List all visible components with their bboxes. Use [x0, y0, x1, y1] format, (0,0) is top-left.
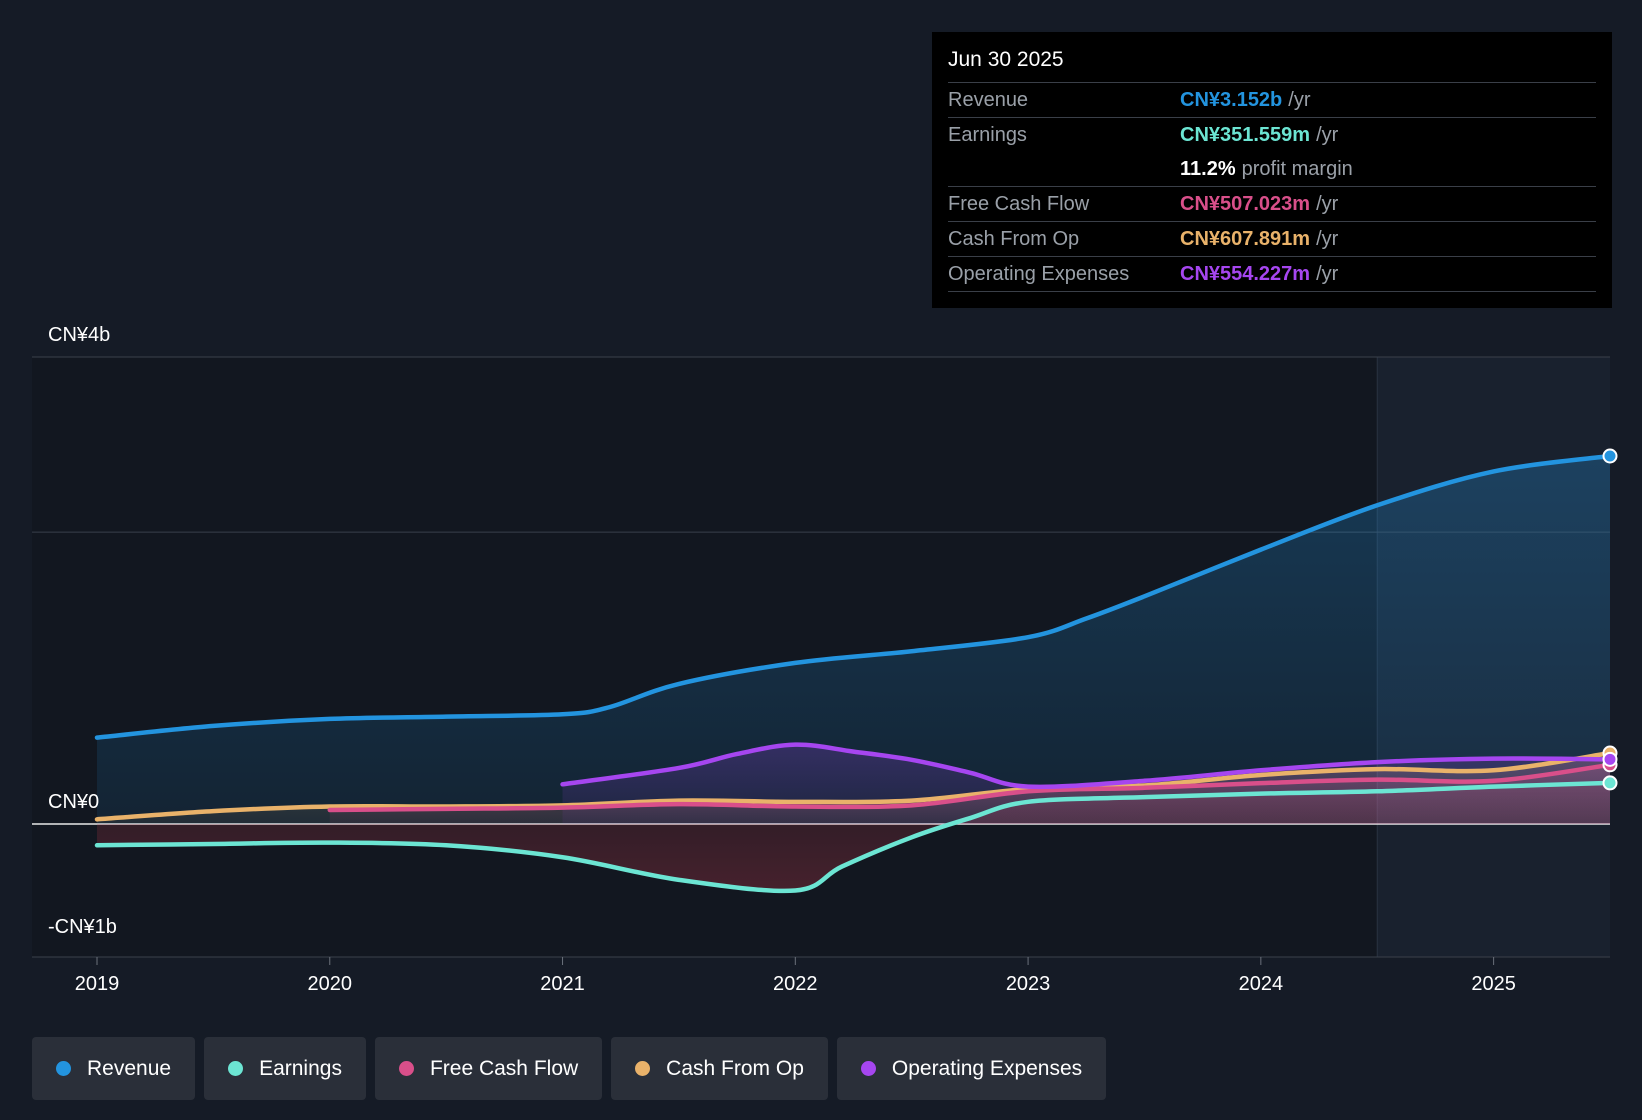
tooltip-row-cfo: Cash From Op CN¥607.891m /yr	[948, 222, 1596, 257]
tooltip-value: CN¥607.891m	[1180, 227, 1311, 250]
legend-operating-expenses[interactable]: Operating Expenses	[836, 1037, 1107, 1100]
tooltip-unit: /yr	[1316, 192, 1339, 215]
legend-dot-icon	[398, 1061, 414, 1076]
tooltip-unit: /yr	[1316, 123, 1339, 146]
series-line-earnings	[94, 780, 1613, 894]
end-point-operating-expenses	[1602, 751, 1618, 767]
legend: Revenue Earnings Free Cash Flow Cash Fro…	[32, 1037, 1107, 1100]
tooltip-label: Earnings	[948, 123, 1027, 146]
tooltip-row-margin: 11.2% profit margin	[948, 152, 1596, 187]
tooltip-unit: /yr	[1316, 262, 1339, 285]
tooltip-row-earnings: Earnings CN¥351.559m /yr	[948, 118, 1596, 152]
tooltip-value: CN¥3.152b	[1180, 88, 1283, 111]
series-line-operating-expenses	[560, 742, 1613, 790]
series-line-revenue	[94, 453, 1613, 740]
x-tick-label: 2024	[1239, 973, 1284, 995]
legend-revenue[interactable]: Revenue	[32, 1037, 196, 1100]
tooltip-unit: profit margin	[1241, 157, 1353, 180]
legend-dot-icon	[228, 1061, 244, 1076]
y-axis-label: CN¥4b	[48, 324, 110, 346]
tooltip-value: CN¥351.559m	[1180, 123, 1311, 146]
tooltip-label: Operating Expenses	[948, 262, 1130, 285]
tooltip-row-revenue: Revenue CN¥3.152b /yr	[948, 83, 1596, 118]
legend-label: Earnings	[259, 1056, 342, 1080]
x-tick-label: 2021	[540, 973, 585, 995]
y-axis-label: -CN¥1b	[48, 916, 117, 938]
legend-cash-from-op[interactable]: Cash From Op	[611, 1037, 828, 1100]
tooltip-value: CN¥507.023m	[1180, 192, 1311, 215]
legend-dot-icon	[56, 1061, 71, 1076]
tooltip-value: CN¥554.227m	[1180, 262, 1311, 285]
x-tick-label: 2019	[75, 973, 120, 995]
tooltip-row-opex: Operating Expenses CN¥554.227m /yr	[948, 257, 1596, 292]
tooltip: Jun 30 2025 Revenue CN¥3.152b /yr Earnin…	[932, 32, 1612, 308]
legend-label: Free Cash Flow	[429, 1056, 579, 1080]
tooltip-value: 11.2%	[1180, 157, 1236, 180]
series-line-free-cash-flow	[327, 762, 1613, 813]
legend-dot-icon	[635, 1061, 651, 1076]
x-tick-label: 2025	[1471, 973, 1516, 995]
series-line-cash-from-op	[94, 750, 1613, 822]
x-tick-label: 2023	[1006, 973, 1051, 995]
tooltip-unit: /yr	[1288, 88, 1311, 111]
tooltip-label: Cash From Op	[948, 227, 1080, 250]
tooltip-label: Revenue	[948, 88, 1029, 111]
legend-label: Revenue	[87, 1056, 172, 1080]
legend-label: Operating Expenses	[891, 1056, 1083, 1080]
legend-free-cash-flow[interactable]: Free Cash Flow	[374, 1037, 603, 1100]
x-tick-label: 2022	[773, 973, 818, 995]
legend-earnings[interactable]: Earnings	[204, 1037, 366, 1100]
legend-dot-icon	[860, 1061, 876, 1076]
legend-label: Cash From Op	[666, 1056, 804, 1080]
y-axis-label: CN¥0	[48, 791, 99, 813]
tooltip-row-fcf: Free Cash Flow CN¥507.023m /yr	[948, 187, 1596, 222]
tooltip-label: Free Cash Flow	[948, 192, 1090, 215]
end-point-revenue	[1602, 448, 1618, 464]
x-tick-label: 2020	[308, 973, 353, 995]
area-revenue	[97, 456, 1610, 824]
tooltip-date: Jun 30 2025	[948, 48, 1596, 83]
end-point-earnings	[1602, 775, 1618, 791]
tooltip-unit: /yr	[1316, 227, 1339, 250]
